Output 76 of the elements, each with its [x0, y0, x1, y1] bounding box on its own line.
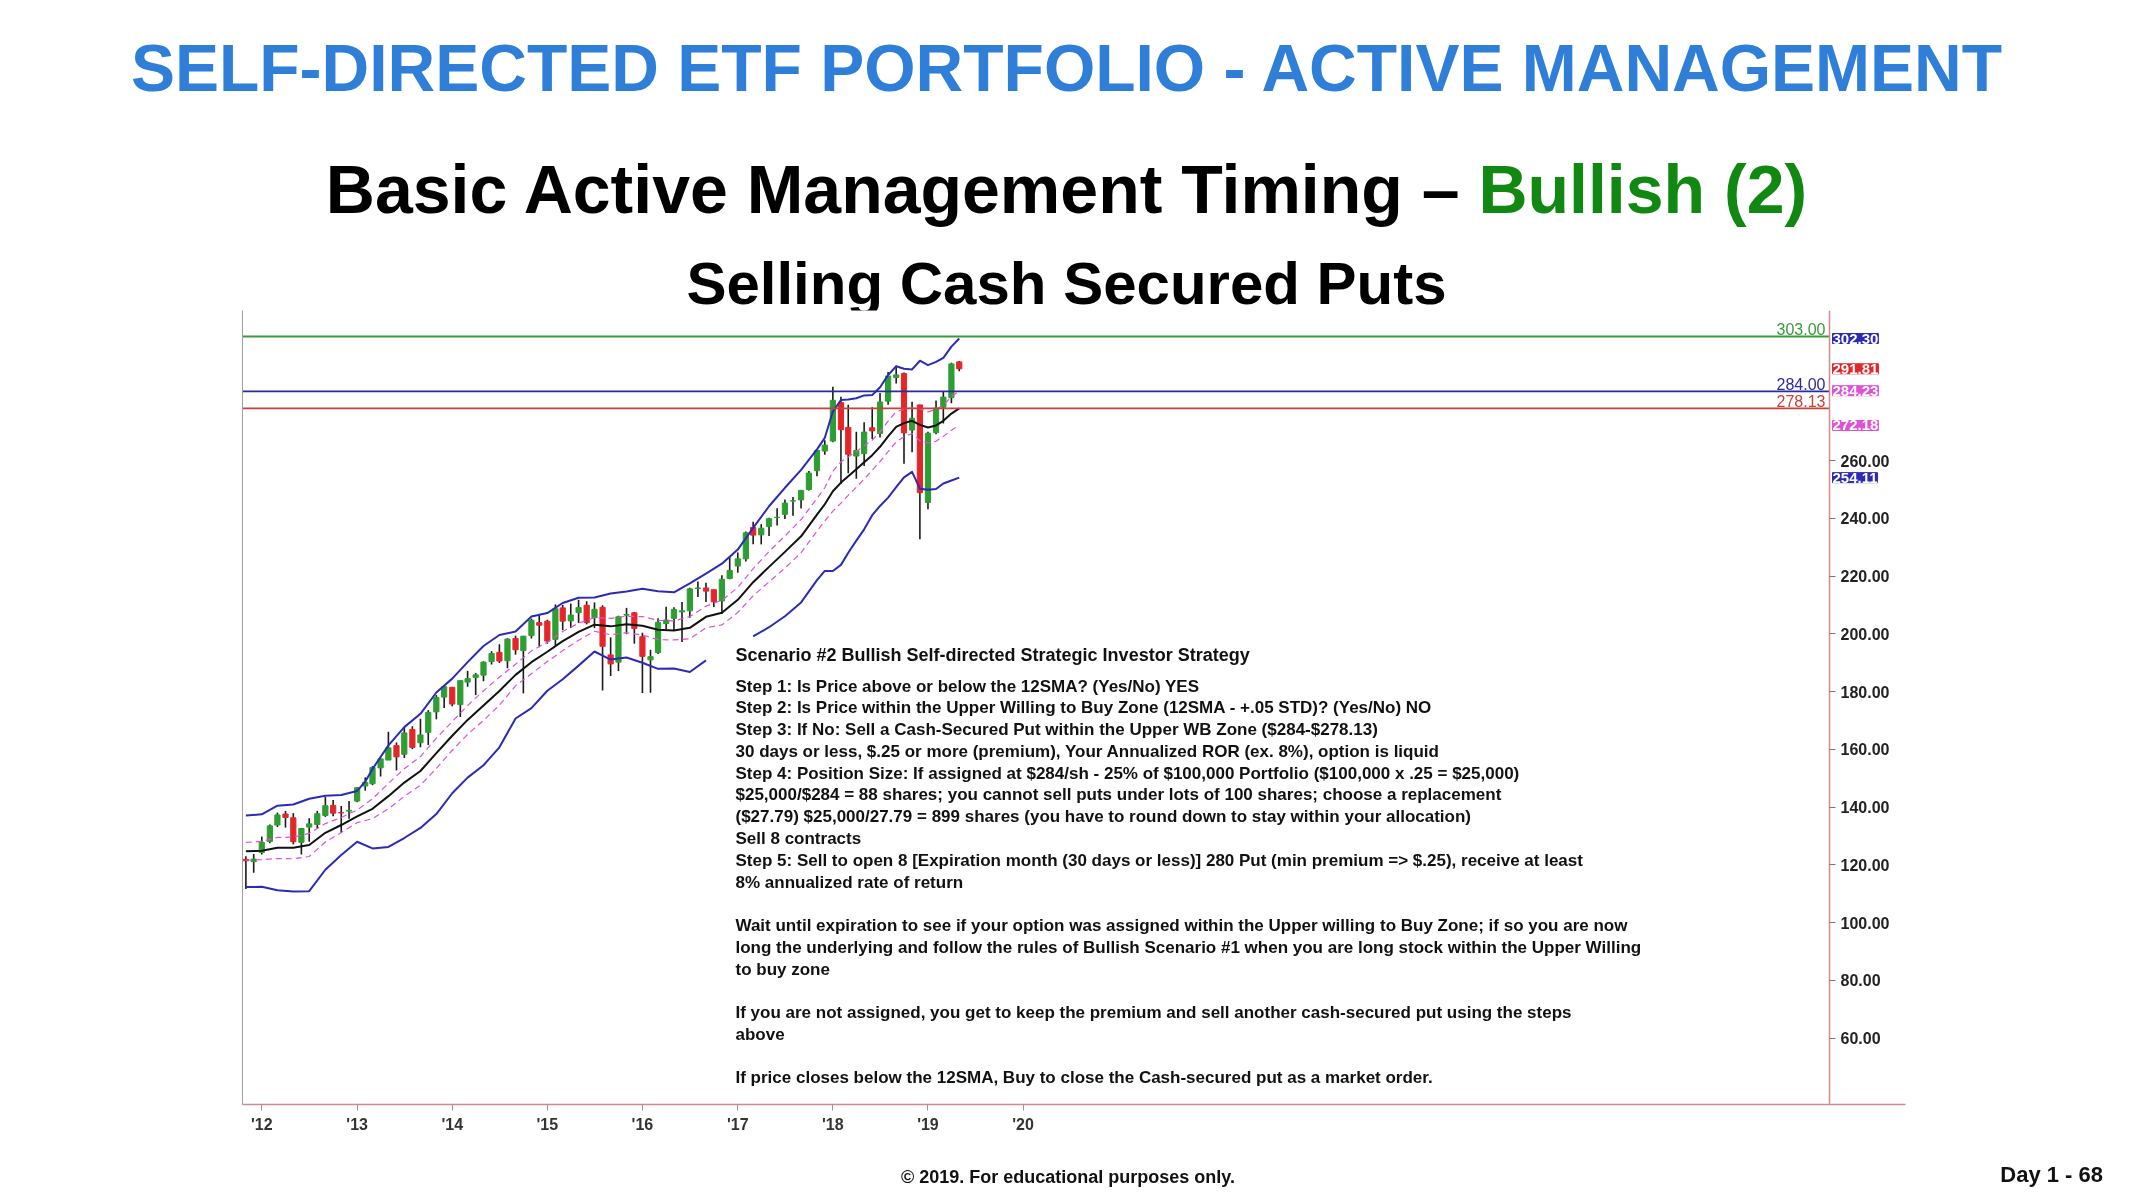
- candlestick: [496, 643, 503, 664]
- candlestick: [702, 581, 710, 603]
- candlestick: [528, 617, 535, 640]
- y-tick-label: 120.00: [1840, 856, 1890, 874]
- candlestick: [449, 686, 456, 708]
- y-tick-label: 240.00: [1840, 510, 1890, 528]
- annotation: 272.18: [1832, 416, 1879, 434]
- candlestick: [559, 604, 566, 631]
- candlestick: [504, 637, 511, 670]
- candlestick: [647, 648, 654, 694]
- candlestick: [567, 602, 574, 629]
- candlestick: [575, 599, 582, 624]
- text: Step 1: Is Price above or below the 12SMA? (Yes/No) YES Step 2: Is Price within the Upper Willing to Buy Zone (12SMA - +.05 STD)? (Yes/No) NO Step 3: If No: Sell a Cash-Secured Put within the Upper WB Zone ($284-$278.13) 30 days or less, $.25 or more (premium), Your Annualized ROR (ex. 8%), option is liquid Step 4: Position Size: If assigned at $284/sh - 25% of $100,000 Portfolio ($100,000 x .25 = $25,000) $25,000/$284 = 88 shares; you cannot sell puts under lots of 100 shares; choose a replacement ($27.79) $25,000/27.79 = 899 shares (you have to round down to stay within your allocation) Sell 8 contracts Step 5: Sell to open 8 [Expiration month (30 days or less)] 280 Put (min premium => $.25), receive at least 8% annualized rate of return: [735, 676, 1583, 892]
- y-tick-label: 60.00: [1840, 1030, 1881, 1048]
- candlestick: [306, 817, 313, 843]
- candlestick: [417, 717, 424, 749]
- annotation: 254.11: [1832, 468, 1878, 486]
- candlestick: [338, 805, 345, 834]
- x-tick-label: '12: [250, 1115, 273, 1133]
- x-tick-label: '16: [631, 1115, 654, 1133]
- candlestick: [813, 448, 821, 478]
- x-tick-label: '14: [441, 1115, 464, 1133]
- annotation: 302.30: [1832, 329, 1879, 347]
- candlestick: [686, 586, 693, 619]
- text: © 2019. For educational purposes only.: [900, 1167, 1236, 1187]
- annotation: If price closes below the 12SMA, Buy to close the Cash-secured put as a market order.: [735, 1068, 1433, 1088]
- candlestick: [694, 580, 702, 598]
- candlestick: [393, 741, 400, 772]
- candlestick: [425, 709, 432, 746]
- y-tick-label: 260.00: [1840, 452, 1890, 470]
- text: Day 1 - 68: [2000, 1162, 2103, 1187]
- annotation: Selling Cash Secured Puts: [685, 250, 1448, 317]
- annotation: 284.23: [1832, 381, 1879, 399]
- y-tick-label: 140.00: [1840, 799, 1890, 817]
- annotation: Wait until expiration to see if your option was assigned within the Upper willing to Buy Zone; if so you are now long the underlying and follow the rules of Bullish Scenario #1 when you are long stock within the Upper Willing to buy zone: [735, 916, 1642, 979]
- y-tick-label: 80.00: [1840, 972, 1881, 990]
- candlestick: [409, 725, 416, 750]
- chart-title: SELF-DIRECTED ETF PORTFOLIO - ACTIVE MANAGEMENT: [129, 31, 2004, 105]
- candlestick: [345, 800, 353, 820]
- y-tick-label: 220.00: [1840, 568, 1890, 586]
- candlestick: [758, 523, 765, 546]
- candlestick: [797, 489, 805, 510]
- x-tick-label: '18: [822, 1115, 844, 1133]
- candlestick: [520, 635, 527, 695]
- chart-subtitle: Basic Active Management Timing – Bullish (2): [324, 151, 1809, 227]
- candlestick: [789, 496, 797, 517]
- x-tick-label: '13: [346, 1115, 369, 1133]
- candlestick: [869, 406, 876, 440]
- annotation: If you are not assigned, you get to keep the premium and sell another cash-secured put using the steps above: [735, 1003, 1572, 1044]
- candlestick: [639, 631, 646, 694]
- annotation: 291.81: [1832, 359, 1879, 377]
- candlestick: [512, 634, 519, 656]
- y-tick-label: 100.00: [1840, 914, 1890, 932]
- candlestick: [718, 574, 725, 615]
- candlestick: [250, 853, 257, 874]
- ref-line-label: 284.00: [1776, 376, 1826, 394]
- candlestick: [663, 605, 670, 631]
- candlestick: [591, 601, 598, 629]
- candlestick: [583, 600, 590, 626]
- x-tick-label: '19: [917, 1115, 939, 1133]
- x-tick-label: '17: [726, 1115, 749, 1133]
- candlestick: [670, 606, 678, 631]
- y-tick-label: 200.00: [1840, 625, 1890, 643]
- ref-line-label: 278.13: [1776, 393, 1826, 411]
- candlestick: [678, 601, 686, 643]
- ref-line-label: 303.00: [1776, 321, 1826, 339]
- x-tick-label: '15: [536, 1115, 559, 1133]
- candlestick: [401, 726, 408, 759]
- y-tick-label: 160.00: [1840, 741, 1890, 759]
- x-tick-label: '20: [1012, 1115, 1034, 1133]
- annotation: Scenario #2 Bullish Self-directed Strategic Investor Strategy: [735, 644, 1250, 665]
- y-tick-label: 180.00: [1840, 683, 1890, 701]
- candlestick: [266, 823, 273, 844]
- candlestick: [623, 607, 630, 635]
- candlestick: [734, 551, 741, 574]
- candlestick: [781, 498, 789, 520]
